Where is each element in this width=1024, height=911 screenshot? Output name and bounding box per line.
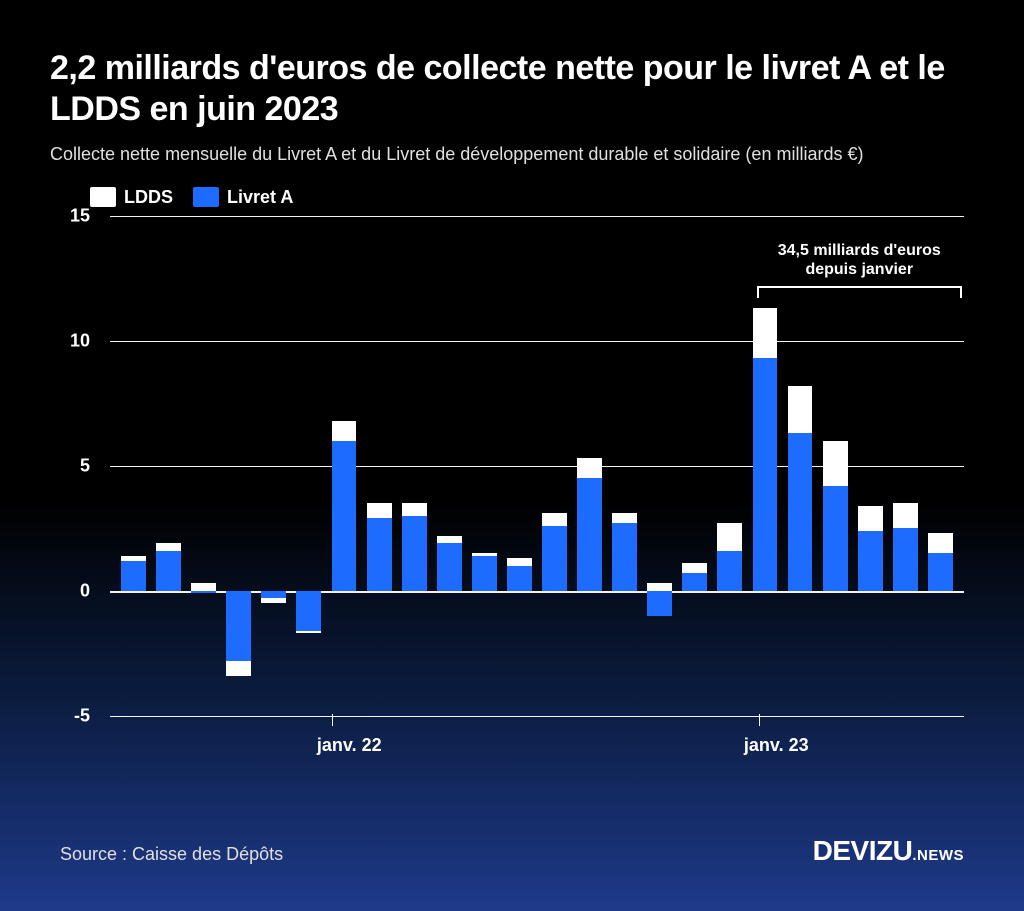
bar-slot [574, 216, 605, 716]
x-tick-label: janv. 22 [317, 735, 382, 756]
bar-livret-a [858, 531, 883, 591]
bar-slot [258, 216, 289, 716]
bar-ldds [753, 308, 778, 358]
bar-slot [118, 216, 149, 716]
bar-livret-a [402, 516, 427, 591]
bar-livret-a [367, 518, 392, 591]
bar-livret-a [507, 566, 532, 591]
bar-livret-a [226, 591, 251, 661]
bar-slot [644, 216, 675, 716]
bar-slot [609, 216, 640, 716]
bar-ldds [612, 513, 637, 523]
bar-ldds [261, 598, 286, 603]
bar-slot [223, 216, 254, 716]
bar-slot [434, 216, 465, 716]
bar-slot [504, 216, 535, 716]
bar-livret-a [788, 433, 813, 591]
legend-swatch-ldds [90, 187, 116, 207]
bar-slot [539, 216, 570, 716]
bar-slot [679, 216, 710, 716]
bar-livret-a [542, 526, 567, 591]
bar-ldds [893, 503, 918, 528]
bar-slot [293, 216, 324, 716]
logo-main: DEVIZU [813, 835, 913, 866]
bar-ldds [577, 458, 602, 478]
bar-ldds [121, 556, 146, 561]
bar-slot [328, 216, 359, 716]
bar-ldds [191, 583, 216, 591]
bar-livret-a [647, 591, 672, 616]
bar-slot [714, 216, 745, 716]
plot-area: 34,5 milliards d'eurosdepuis janvier jan… [110, 216, 964, 716]
bar-livret-a [121, 561, 146, 591]
y-tick-label: 0 [80, 580, 90, 601]
legend-item-ldds: LDDS [90, 187, 173, 208]
bar-ldds [437, 536, 462, 544]
bar-livret-a [823, 486, 848, 591]
y-axis: -5051015 [60, 216, 100, 716]
bar-ldds [332, 421, 357, 441]
legend-swatch-livret-a [193, 187, 219, 207]
bar-slot [399, 216, 430, 716]
bar-livret-a [332, 441, 357, 591]
legend: LDDS Livret A [90, 187, 974, 208]
bar-livret-a [191, 591, 216, 594]
bar-livret-a [893, 528, 918, 591]
x-tick [759, 714, 760, 726]
bar-slot [153, 216, 184, 716]
chart-subtitle: Collecte nette mensuelle du Livret A et … [50, 144, 974, 165]
source-text: Source : Caisse des Dépôts [60, 844, 283, 865]
legend-label-ldds: LDDS [124, 187, 173, 208]
y-tick-label: -5 [74, 705, 90, 726]
gridline [110, 716, 964, 717]
bar-livret-a [261, 591, 286, 599]
bar-ldds [226, 661, 251, 676]
legend-item-livret-a: Livret A [193, 187, 293, 208]
bar-livret-a [612, 523, 637, 591]
bar-ldds [156, 543, 181, 551]
bar-livret-a [753, 358, 778, 591]
annotation-bracket [757, 286, 963, 298]
bar-slot [469, 216, 500, 716]
bar-ldds [647, 583, 672, 591]
x-tick [332, 714, 333, 726]
legend-label-livret-a: Livret A [227, 187, 293, 208]
bar-ldds [472, 553, 497, 556]
bar-slot [364, 216, 395, 716]
bar-slot [188, 216, 219, 716]
bar-ldds [858, 506, 883, 531]
bar-livret-a [296, 591, 321, 631]
bar-livret-a [682, 573, 707, 591]
footer: Source : Caisse des Dépôts DEVIZU.NEWS [60, 835, 964, 867]
y-tick-label: 5 [80, 455, 90, 476]
bar-ldds [542, 513, 567, 526]
x-tick-label: janv. 23 [744, 735, 809, 756]
bar-livret-a [437, 543, 462, 591]
chart: -5051015 34,5 milliards d'eurosdepuis ja… [60, 216, 974, 776]
bar-ldds [788, 386, 813, 434]
annotation-text: 34,5 milliards d'eurosdepuis janvier [757, 241, 963, 279]
bar-ldds [717, 523, 742, 551]
bar-ldds [296, 631, 321, 634]
y-tick-label: 10 [70, 330, 90, 351]
bar-ldds [507, 558, 532, 566]
bar-livret-a [717, 551, 742, 591]
bar-ldds [367, 503, 392, 518]
bar-ldds [823, 441, 848, 486]
bar-ldds [682, 563, 707, 573]
bar-livret-a [472, 556, 497, 591]
logo: DEVIZU.NEWS [813, 835, 964, 867]
bar-ldds [402, 503, 427, 516]
bar-livret-a [928, 553, 953, 591]
bar-ldds [928, 533, 953, 553]
bar-livret-a [577, 478, 602, 591]
chart-title: 2,2 milliards d'euros de collecte nette … [50, 48, 974, 130]
y-tick-label: 15 [70, 205, 90, 226]
logo-sub: .NEWS [912, 847, 964, 864]
bar-livret-a [156, 551, 181, 591]
